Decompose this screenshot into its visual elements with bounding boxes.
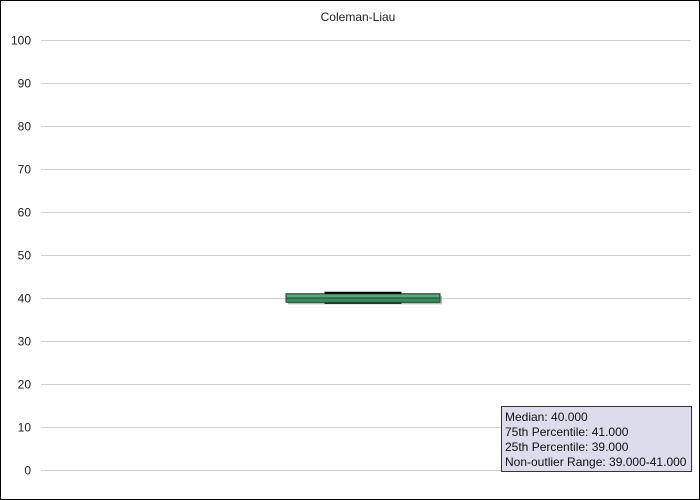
y-tick-label-50: 50 bbox=[18, 249, 32, 263]
y-tick-label-70: 70 bbox=[18, 163, 32, 177]
y-tick-label-90: 90 bbox=[18, 77, 32, 91]
stats-tooltip: Median: 40.000 75th Percentile: 41.000 2… bbox=[501, 406, 692, 472]
y-tick-label-20: 20 bbox=[18, 378, 32, 392]
tooltip-75th-percentile: 75th Percentile: 41.000 bbox=[505, 425, 629, 439]
chart-title: Coleman-Liau bbox=[321, 10, 396, 24]
y-tick-label-10: 10 bbox=[18, 421, 32, 435]
y-tick-label-100: 100 bbox=[11, 34, 31, 48]
y-tick-label-60: 60 bbox=[18, 206, 32, 220]
tooltip-25th-percentile: 25th Percentile: 39.000 bbox=[505, 440, 629, 454]
tooltip-median: Median: 40.000 bbox=[505, 410, 588, 424]
y-tick-label-80: 80 bbox=[18, 120, 32, 134]
box-series[interactable] bbox=[285, 291, 442, 305]
y-tick-label-30: 30 bbox=[18, 335, 32, 349]
tooltip-non-outlier-range: Non-outlier Range: 39.000-41.000 bbox=[505, 455, 687, 469]
box-highlight bbox=[287, 294, 439, 298]
gridlines bbox=[41, 40, 691, 471]
y-tick-label-40: 40 bbox=[18, 292, 32, 306]
y-tick-label-0: 0 bbox=[24, 464, 31, 478]
y-axis-ticks: 0 10 20 30 40 50 60 70 80 90 100 bbox=[11, 34, 31, 478]
